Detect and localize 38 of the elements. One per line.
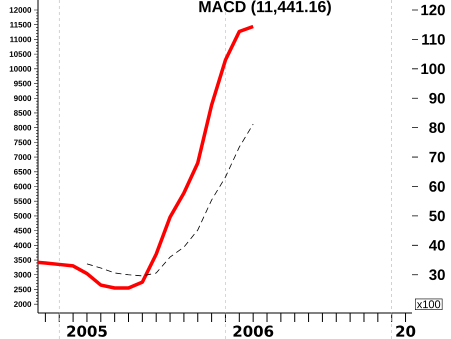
y-tick-label: 4000 [14,242,32,248]
y2-tick-label: 60 [429,181,445,192]
y-tick-label: 6000 [14,184,32,190]
y2-tick-label: 80 [429,122,445,133]
y-tick-label: 7000 [14,154,32,160]
x-tick-label: 2005 [67,326,107,337]
y-tick-label: 3000 [14,272,32,278]
y-tick-label: 8500 [14,110,32,116]
y-tick-label: 3500 [14,257,32,263]
line-series [86,124,254,276]
y-tick-label: 11000 [10,36,32,42]
y-tick-label: 7500 [14,140,32,146]
y2-tick-label: 90 [429,92,445,104]
y2-tick-label: 50 [429,210,445,222]
chart-title: MACD (11,441.16) [199,0,331,16]
y-tick-label: 5500 [14,198,32,204]
y-tick-label: 8000 [14,124,32,130]
x-tick-label: 2006 [233,326,274,337]
y-tick-label: 2500 [14,286,32,292]
y-tick-label: 11500 [10,22,32,28]
y-tick-label: 5000 [14,213,32,219]
y-tick-label: 10000 [10,66,32,72]
y2-axis-title: x100 [416,300,440,308]
y2-tick-label: 30 [429,269,445,280]
x-tick-label: 20 [396,326,416,337]
y2-tick-label: 110 [422,34,445,45]
y2-tick-label: 70 [429,152,445,162]
y-tick-label: 2000 [14,301,32,307]
y-tick-label: 10500 [10,51,32,57]
y-tick-label: 6500 [14,168,32,175]
y2-tick-label: 120 [421,4,445,16]
y-tick-label: 9500 [14,80,32,86]
y2-tick-label: 100 [421,64,445,74]
y-tick-label: 12000 [10,7,32,13]
y-tick-label: 9000 [14,95,32,102]
y2-tick-label: 40 [429,240,445,251]
y-tick-label: 4500 [14,228,32,234]
line-series [36,24,255,290]
